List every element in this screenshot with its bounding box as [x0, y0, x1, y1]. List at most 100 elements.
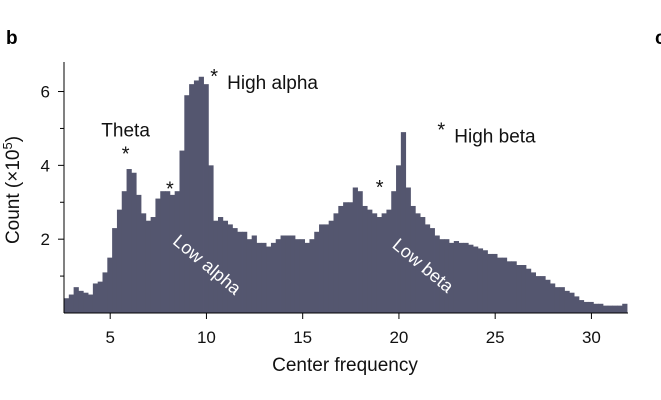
- y-axis-label: Count (×105): [0, 136, 24, 244]
- histogram-bar: [386, 209, 392, 313]
- histogram-bar: [145, 220, 152, 313]
- axes: 2 4 6 5 10 15 20 25 30: [41, 62, 628, 347]
- peak-label: High alpha: [227, 73, 318, 94]
- histogram-bar: [352, 187, 358, 313]
- histogram-bar: [338, 205, 344, 313]
- histogram-bar: [458, 242, 464, 313]
- x-tick-label: 25: [486, 328, 505, 347]
- histogram-bar: [367, 209, 373, 313]
- x-tick-label: 5: [105, 328, 114, 347]
- peak-label: Theta: [101, 121, 150, 142]
- histogram-bar: [203, 84, 209, 314]
- histogram-bar: [222, 220, 229, 313]
- histogram-bar: [179, 150, 185, 313]
- histogram-bar: [266, 246, 272, 313]
- histogram-bar: [473, 246, 479, 313]
- peak-star-marker: *: [166, 179, 174, 201]
- histogram-bar: [521, 265, 527, 313]
- histogram-bar: [285, 235, 291, 313]
- histogram-bar: [444, 239, 450, 313]
- histogram-bar: [198, 76, 204, 313]
- histogram-bar: [232, 228, 238, 313]
- histogram-bar: [622, 303, 628, 313]
- histogram-bar: [617, 305, 623, 313]
- histogram-bar: [550, 283, 556, 313]
- histogram-bar: [102, 272, 108, 313]
- histogram-bar: [256, 242, 262, 313]
- histogram-bar: [554, 287, 561, 313]
- histogram-bar: [564, 290, 570, 313]
- histogram-bar: [141, 213, 147, 313]
- histogram-bar: [280, 235, 286, 313]
- histogram-bar: [97, 281, 103, 314]
- peak-star-marker: *: [210, 66, 218, 88]
- histogram-bar: [116, 209, 123, 313]
- histogram-bar: [492, 253, 498, 313]
- histogram-bar: [583, 301, 589, 313]
- histogram-bar: [314, 231, 320, 313]
- histogram-bar: [136, 194, 142, 313]
- histogram-bar: [217, 217, 224, 313]
- histogram-bar: [242, 231, 248, 313]
- histogram-bar: [588, 301, 594, 313]
- histogram-bar: [424, 224, 431, 313]
- histogram-bar: [189, 84, 195, 314]
- histogram-bar: [410, 205, 416, 313]
- histogram-bar: [574, 296, 580, 313]
- x-tick-label: 15: [293, 328, 312, 347]
- histogram-bar: [64, 298, 70, 313]
- histogram-bar: [439, 239, 445, 313]
- histogram-bar: [477, 248, 484, 313]
- histogram-bar: [487, 253, 493, 313]
- y-tick-label: 2: [41, 230, 50, 249]
- histogram-bar: [400, 132, 407, 313]
- histogram-bar: [396, 165, 402, 313]
- histogram-bars: [64, 76, 628, 314]
- histogram-bar: [357, 191, 363, 313]
- histogram-bar: [107, 257, 113, 313]
- next-panel-label: c: [655, 28, 661, 49]
- histogram-bar: [482, 250, 488, 313]
- histogram-bar: [68, 294, 75, 313]
- histogram-bar: [160, 191, 166, 313]
- peak-star-marker: *: [376, 177, 384, 199]
- histogram-bar: [415, 213, 421, 313]
- histogram-bar: [227, 224, 233, 313]
- histogram-bar: [347, 202, 354, 313]
- histogram-bar: [501, 257, 508, 313]
- histogram-bar: [304, 242, 310, 313]
- x-tick-label: 10: [197, 328, 216, 347]
- histogram-bar: [126, 169, 132, 313]
- histogram-bar: [208, 165, 214, 313]
- histogram-bar: [525, 268, 532, 313]
- histogram-bar: [333, 213, 339, 313]
- x-tick-label: 20: [389, 328, 408, 347]
- histogram-bar: [213, 220, 219, 313]
- histogram-bar: [535, 276, 541, 313]
- histogram-bar: [165, 191, 171, 313]
- histogram-bar: [429, 228, 435, 313]
- histogram-bar: [371, 213, 378, 313]
- histogram-bar: [299, 239, 306, 313]
- histogram-bar: [463, 242, 469, 313]
- histogram-bar: [290, 235, 296, 313]
- histogram-bar: [612, 305, 618, 313]
- histogram-bar: [184, 95, 190, 313]
- histogram-bar: [497, 257, 503, 313]
- histogram-bar: [420, 217, 426, 313]
- histogram-bar: [569, 292, 575, 313]
- histogram-bar: [602, 305, 609, 313]
- histogram-bar: [294, 239, 301, 313]
- histogram-bar: [559, 287, 565, 313]
- histogram-bar: [540, 276, 546, 313]
- histogram-bar: [545, 279, 551, 313]
- peak-star-marker: *: [437, 120, 445, 142]
- histogram-bar: [275, 239, 281, 313]
- histogram-bar: [376, 217, 383, 313]
- histogram-bar: [343, 202, 349, 313]
- histogram-bar: [73, 287, 79, 313]
- histogram-bar: [391, 191, 397, 313]
- histogram-bar: [112, 228, 118, 313]
- histogram-bar: [511, 261, 517, 313]
